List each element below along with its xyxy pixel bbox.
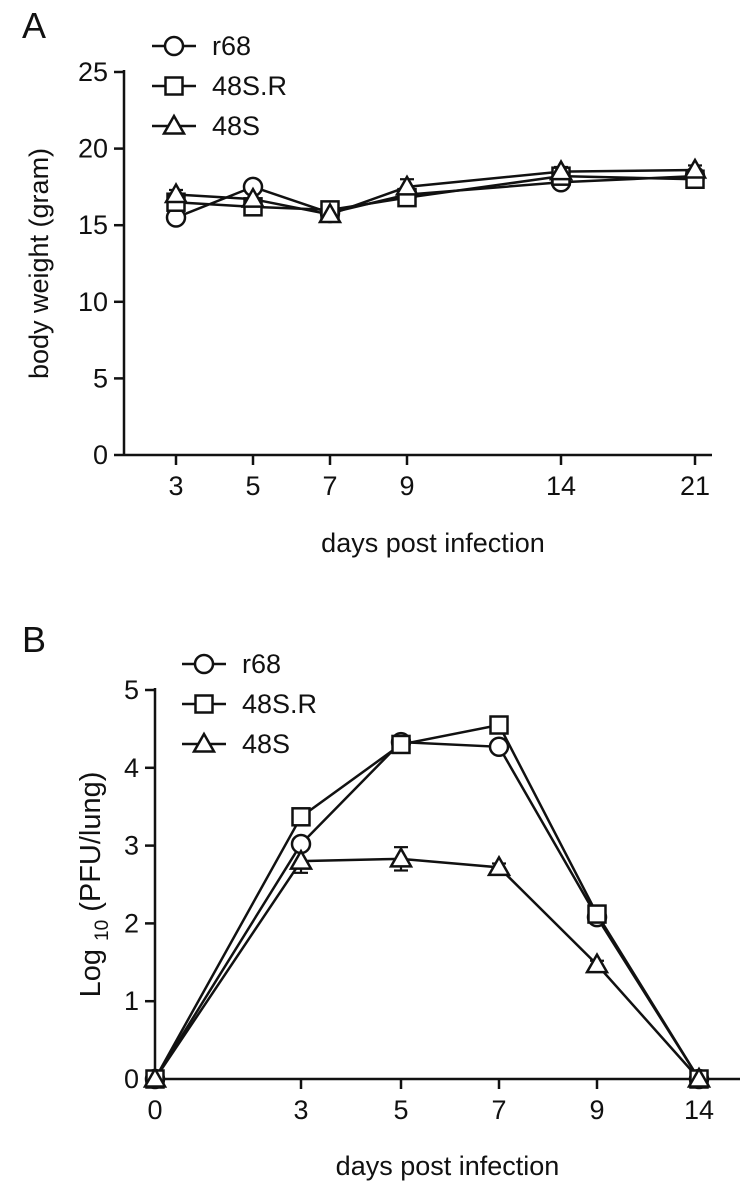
y-tick-label: 25 <box>78 57 108 87</box>
marker-square <box>587 904 607 924</box>
y-tick-label: 0 <box>93 440 108 470</box>
legend-item-48S: 48S <box>182 729 290 759</box>
legend-label: 48S.R <box>212 71 287 101</box>
panel-B: B 0 1 2 3 4 5 0 3 5 7 9 14 days post infection Log 10 … <box>22 619 740 1181</box>
x-tick-label: 5 <box>245 471 260 501</box>
x-tick-label: 0 <box>147 1095 162 1125</box>
y-tick-label: 15 <box>78 210 108 240</box>
x-axis-label: days post infection <box>321 528 545 558</box>
x-tick-label: 21 <box>680 471 710 501</box>
marker-triangle <box>686 1066 712 1088</box>
legend-item-48S.R: 48S.R <box>182 689 317 719</box>
marker-triangle <box>682 157 708 179</box>
panel-label: A <box>22 5 46 46</box>
x-tick-label: 7 <box>322 471 337 501</box>
marker-triangle <box>191 731 217 753</box>
marker-triangle <box>142 1066 168 1088</box>
series-line-48S.R <box>153 723 701 1080</box>
series-line-r68 <box>153 740 701 1080</box>
x-tick-label: 3 <box>293 1095 308 1125</box>
marker-triangle <box>388 846 414 868</box>
y-tick-label: 20 <box>78 134 108 164</box>
legend-label: 48S <box>212 111 260 141</box>
y-axis-label-main: Log <box>75 941 107 997</box>
marker-triangle <box>240 186 266 208</box>
marker-triangle <box>317 201 343 224</box>
x-tick-label: 9 <box>589 1095 604 1125</box>
marker-triangle <box>161 113 187 135</box>
marker-circle <box>193 653 215 675</box>
x-tick-label: 7 <box>491 1095 506 1125</box>
x-tick-label: 9 <box>399 471 414 501</box>
y-axis-label: body weight (gram) <box>24 148 54 379</box>
panel-label: B <box>22 619 46 660</box>
marker-triangle <box>394 174 420 196</box>
marker-triangle <box>163 182 189 204</box>
marker-square <box>194 694 214 714</box>
y-tick-label: 1 <box>124 986 139 1016</box>
marker-triangle <box>584 952 610 974</box>
series-line-48S <box>175 168 696 216</box>
y-tick-label: 5 <box>93 363 108 393</box>
series-line-48S <box>153 857 700 1080</box>
y-tick-label: 3 <box>124 831 139 861</box>
legend-label: r68 <box>212 31 251 61</box>
legend-label: 48S.R <box>242 689 317 719</box>
legend-item-48S.R: 48S.R <box>152 71 287 101</box>
y-tick-label: 5 <box>124 675 139 705</box>
legend-item-r68: r68 <box>182 649 281 679</box>
legend-label: r68 <box>242 649 281 679</box>
x-tick-label: 5 <box>393 1095 408 1125</box>
x-tick-label: 14 <box>684 1095 714 1125</box>
series-line-48S.R <box>175 174 696 212</box>
marker-triangle <box>548 159 574 181</box>
y-axis-label: Log 10 (PFU/lung) <box>75 772 113 998</box>
marker-square <box>391 734 411 755</box>
panel-A: A 0 5 10 15 20 25 3 5 7 9 14 21 days post infection bo… <box>22 5 712 558</box>
x-tick-label: 3 <box>168 471 183 501</box>
legend-item-r68: r68 <box>152 31 251 61</box>
marker-square <box>489 715 509 735</box>
marker-circle <box>163 35 185 57</box>
marker-triangle <box>486 854 512 877</box>
marker-square <box>291 807 311 827</box>
y-tick-label: 0 <box>124 1064 139 1094</box>
marker-circle <box>488 736 510 758</box>
y-axis-label-subscript: 10 <box>92 920 113 941</box>
y-tick-label: 10 <box>78 287 108 317</box>
marker-triangle <box>288 848 314 870</box>
y-tick-label: 2 <box>124 908 139 938</box>
y-tick-label: 4 <box>124 753 139 783</box>
marker-square <box>164 76 184 96</box>
x-tick-label: 14 <box>546 471 576 501</box>
legend-item-48S: 48S <box>152 111 260 141</box>
x-axis-label: days post infection <box>336 1151 560 1181</box>
legend-label: 48S <box>242 729 290 759</box>
y-axis-label-unit: (PFU/lung) <box>75 772 107 920</box>
